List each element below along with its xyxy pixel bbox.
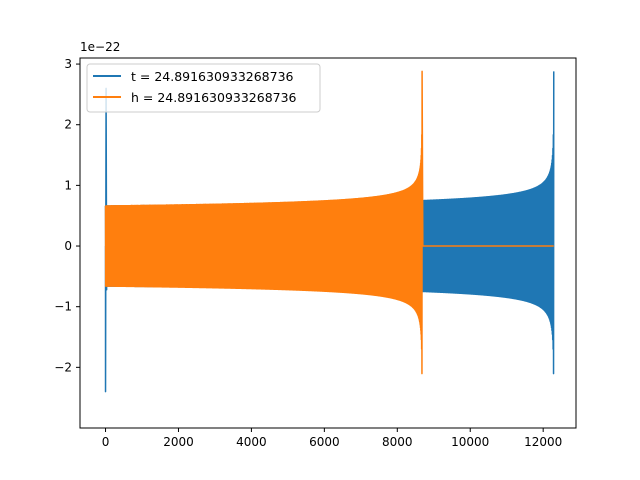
x-tick-label: 4000 <box>236 435 267 449</box>
y-tick-label: 2 <box>64 118 72 132</box>
y-tick-label: 0 <box>64 239 72 253</box>
x-tick-label: 10000 <box>451 435 489 449</box>
plot-lines <box>104 70 555 393</box>
series-line-1 <box>104 70 554 375</box>
x-axis: 0 2000 4000 6000 8000 10000 12000 <box>102 428 562 449</box>
x-tick-label: 2000 <box>163 435 194 449</box>
x-tick-label: 8000 <box>382 435 413 449</box>
x-tick-label: 0 <box>102 435 110 449</box>
legend-box <box>86 63 321 113</box>
x-tick-label: 6000 <box>309 435 340 449</box>
y-tick-label: 3 <box>64 57 72 71</box>
y-axis: −2 −1 0 1 2 3 <box>54 57 80 374</box>
x-tick-label: 12000 <box>524 435 562 449</box>
legend-label-h: h = 24.891630933268736 <box>131 90 297 105</box>
plot-frame <box>79 57 577 429</box>
legend-label-t: t = 24.891630933268736 <box>131 69 294 84</box>
y-tick-label: −2 <box>54 360 72 374</box>
legend: t = 24.891630933268736 h = 24.8916309332… <box>86 63 321 113</box>
y-tick-label: −1 <box>54 300 72 314</box>
y-offset-label: 1e−22 <box>80 40 120 54</box>
y-tick-label: 1 <box>64 178 72 192</box>
